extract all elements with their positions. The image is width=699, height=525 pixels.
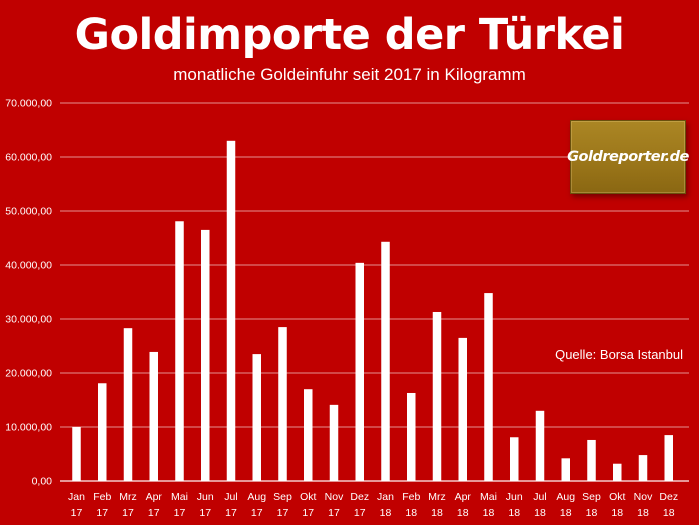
bar <box>664 435 673 481</box>
x-tick-label-year: 18 <box>405 507 417 519</box>
x-tick-label-month: Dez <box>659 491 678 503</box>
x-tick-label-month: Jan <box>68 491 85 503</box>
x-tick-label-year: 18 <box>637 507 649 519</box>
bar <box>329 404 339 481</box>
bar <box>561 458 570 481</box>
bar <box>278 327 287 481</box>
x-tick-label-year: 18 <box>508 507 520 519</box>
x-tick-label-month: Nov <box>325 491 344 503</box>
x-tick-label-month: Mrz <box>428 491 446 503</box>
bar <box>201 229 210 481</box>
y-tick-label: 20.000,00 <box>5 368 52 380</box>
x-tick-label-year: 18 <box>431 507 443 519</box>
x-tick-label-year: 18 <box>663 507 675 519</box>
y-tick-label: 10.000,00 <box>5 422 52 434</box>
x-tick-label-year: 18 <box>611 507 623 519</box>
x-tick-label-month: Aug <box>247 491 266 503</box>
bar <box>123 328 133 481</box>
bar <box>510 437 519 481</box>
chart-title: Goldimporte der Türkei <box>74 10 625 60</box>
x-tick-label-month: Sep <box>273 491 292 503</box>
bar <box>252 354 261 481</box>
y-tick-label: 50.000,00 <box>5 206 52 218</box>
bar <box>304 389 313 481</box>
x-tick-label-month: Apr <box>455 491 472 503</box>
bar <box>149 351 158 481</box>
goldreporter-logo: Goldreporter.de <box>567 120 689 194</box>
x-tick-label-year: 17 <box>71 507 83 519</box>
x-tick-label-month: Jun <box>197 491 214 503</box>
bar <box>226 140 236 482</box>
y-tick-label: 70.000,00 <box>5 98 52 110</box>
y-tick-label: 40.000,00 <box>5 260 52 272</box>
x-tick-label-month: Aug <box>556 491 575 503</box>
x-tick-label-month: Jul <box>224 491 237 503</box>
x-tick-label-month: Mai <box>480 491 497 503</box>
x-tick-label-month: Feb <box>93 491 111 503</box>
x-tick-label-year: 18 <box>534 507 546 519</box>
bar <box>535 410 545 481</box>
x-tick-label-month: Jan <box>377 491 394 503</box>
y-tick-label: 30.000,00 <box>5 314 52 326</box>
x-tick-label-year: 18 <box>380 507 392 519</box>
chart-subtitle: monatliche Goldeinfuhr seit 2017 in Kilo… <box>173 65 526 84</box>
x-tick-label-year: 18 <box>483 507 495 519</box>
x-tick-label-year: 17 <box>354 507 366 519</box>
bar <box>613 463 622 481</box>
x-tick-label-month: Mai <box>171 491 188 503</box>
x-tick-label-month: Apr <box>146 491 163 503</box>
x-tick-label-month: Okt <box>609 491 625 503</box>
x-tick-label-year: 17 <box>225 507 237 519</box>
x-tick-label-year: 18 <box>586 507 598 519</box>
bar <box>355 262 364 481</box>
bar <box>72 427 81 481</box>
x-tick-label-month: Nov <box>634 491 653 503</box>
source-note: Quelle: Borsa Istanbul <box>555 347 683 362</box>
x-tick-label-year: 17 <box>148 507 160 519</box>
x-tick-label-year: 17 <box>328 507 340 519</box>
bar <box>432 311 442 481</box>
bar <box>381 241 390 481</box>
y-tick-label: 60.000,00 <box>5 152 52 164</box>
bar <box>98 383 107 481</box>
bar <box>587 439 596 481</box>
x-tick-label-month: Okt <box>300 491 316 503</box>
x-tick-label-month: Sep <box>582 491 601 503</box>
x-tick-label-year: 17 <box>96 507 108 519</box>
logo-text: Goldreporter.de <box>567 149 689 165</box>
bar <box>638 455 648 481</box>
x-tick-label-year: 17 <box>122 507 134 519</box>
x-tick-label-month: Jul <box>533 491 546 503</box>
y-tick-label: 0,00 <box>32 476 53 488</box>
x-tick-label-month: Dez <box>350 491 369 503</box>
x-tick-label-year: 17 <box>277 507 289 519</box>
x-tick-label-year: 17 <box>302 507 314 519</box>
bar <box>175 221 184 481</box>
x-tick-label-year: 18 <box>560 507 572 519</box>
x-tick-label-year: 17 <box>199 507 211 519</box>
x-tick-label-year: 17 <box>251 507 263 519</box>
x-tick-label-year: 17 <box>174 507 186 519</box>
x-tick-label-month: Mrz <box>119 491 137 503</box>
bar <box>407 392 416 481</box>
x-tick-label-year: 18 <box>457 507 469 519</box>
x-tick-label-month: Jun <box>506 491 523 503</box>
bar <box>458 337 467 481</box>
bar <box>484 293 493 481</box>
x-tick-label-month: Feb <box>402 491 420 503</box>
